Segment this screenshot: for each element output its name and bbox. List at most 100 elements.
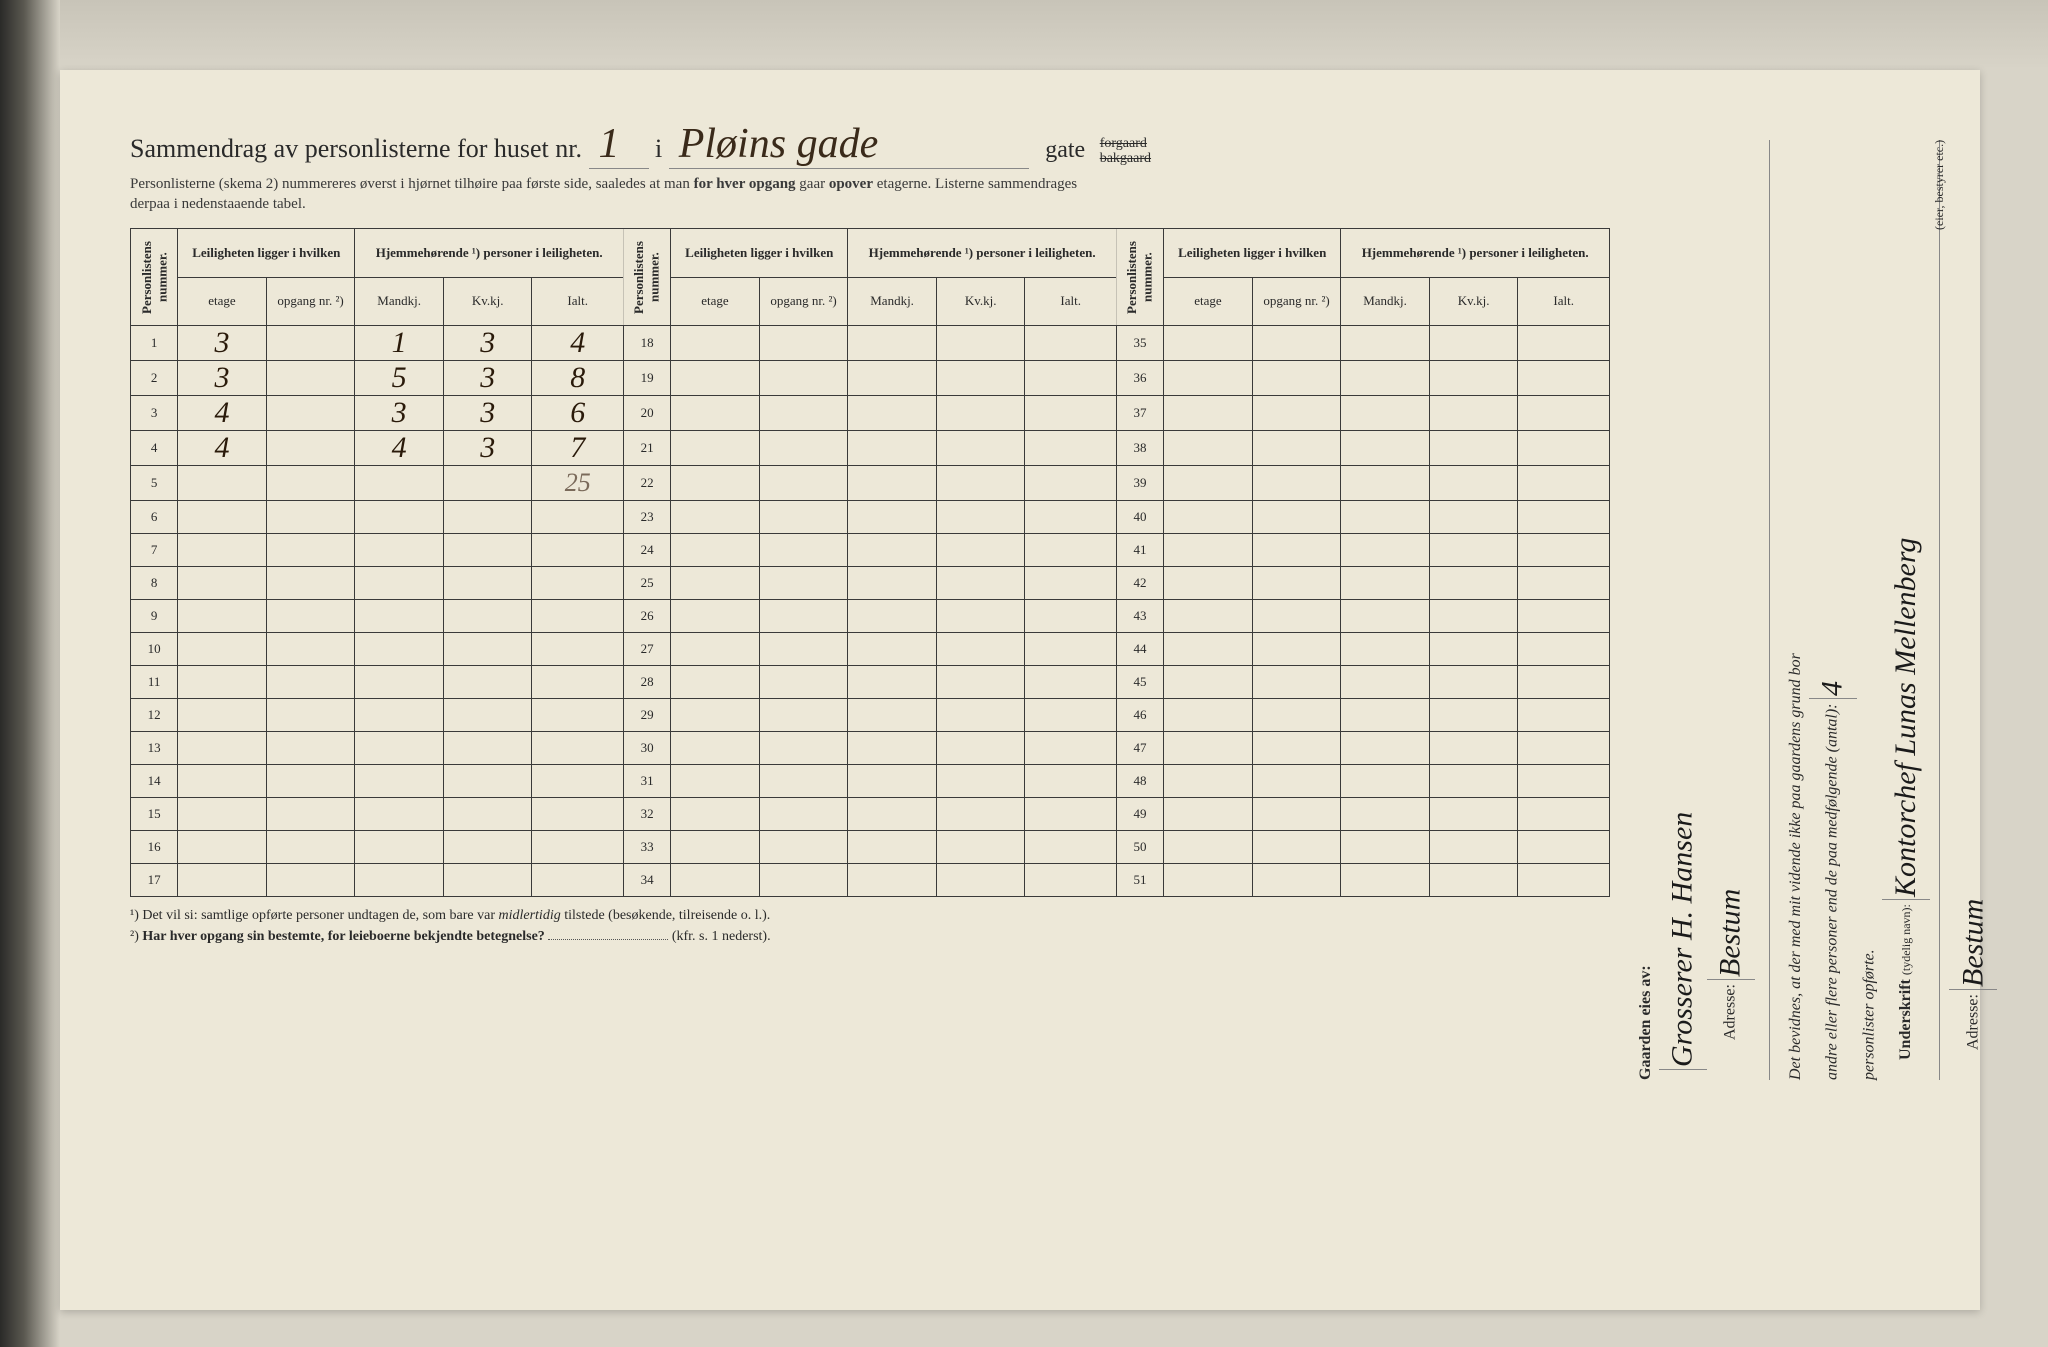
table-cell (848, 765, 937, 798)
table-cell (266, 600, 355, 633)
table-cell: 11 (131, 666, 178, 699)
table-cell: 3 (443, 396, 532, 431)
table-cell (848, 864, 937, 897)
table-cell (1429, 864, 1518, 897)
table-cell (1025, 326, 1117, 361)
col-hjemme-2: Hjemmehørende ¹) personer i leiligheten. (848, 229, 1117, 278)
table-cell (1025, 600, 1117, 633)
label-i: i (655, 134, 662, 163)
table-cell (936, 534, 1025, 567)
table-cell (532, 831, 624, 864)
table-cell (266, 466, 355, 501)
sub-ialt-3: Ialt. (1518, 277, 1610, 326)
table-cell (1164, 501, 1253, 534)
sub-ialt-1: Ialt. (532, 277, 624, 326)
table-cell (1341, 765, 1430, 798)
table-cell (1429, 567, 1518, 600)
table-cell (1164, 666, 1253, 699)
page-top-shadow (0, 0, 2048, 70)
table-cell (671, 864, 760, 897)
sub-opgang-3: opgang nr. ²) (1252, 277, 1341, 326)
table-cell: 7 (131, 534, 178, 567)
table-cell (1025, 864, 1117, 897)
table-cell: 1 (355, 326, 444, 361)
table-cell (1025, 466, 1117, 501)
table-cell (1025, 534, 1117, 567)
sign-role: (eier, bestyrer etc.) (1930, 140, 1949, 1060)
table-cell (1518, 466, 1610, 501)
table-cell (1025, 396, 1117, 431)
sub-mandkj-3: Mandkj. (1341, 277, 1430, 326)
table-cell (936, 567, 1025, 600)
table-cell (1429, 361, 1518, 396)
table-cell (1429, 326, 1518, 361)
table-cell (936, 633, 1025, 666)
table-cell (759, 361, 848, 396)
owner-name: Grosserer H. Hansen (1659, 812, 1707, 1070)
table-cell (1025, 732, 1117, 765)
table-cell (1341, 633, 1430, 666)
table-cell (532, 699, 624, 732)
table-cell: 4 (355, 431, 444, 466)
table-cell (532, 864, 624, 897)
table-cell (1025, 501, 1117, 534)
table-cell: 50 (1116, 831, 1163, 864)
table-cell (1252, 798, 1341, 831)
table-cell: 5 (131, 466, 178, 501)
table-cell (1518, 699, 1610, 732)
table-cell (1341, 798, 1430, 831)
table-cell (759, 666, 848, 699)
table-cell (671, 534, 760, 567)
footnotes: ¹) Det vil si: samtlige opførte personer… (130, 905, 1610, 947)
table-cell (443, 864, 532, 897)
table-cell (848, 798, 937, 831)
table-cell: 3 (443, 326, 532, 361)
table-cell (848, 699, 937, 732)
table-cell: 1 (131, 326, 178, 361)
table-cell: 43 (1116, 600, 1163, 633)
table-cell: 5 (355, 361, 444, 396)
table-cell (532, 600, 624, 633)
table-cell (1252, 666, 1341, 699)
table-cell (1341, 732, 1430, 765)
table-cell (671, 765, 760, 798)
table-cell (1025, 567, 1117, 600)
table-cell: 24 (623, 534, 670, 567)
table-cell (178, 633, 267, 666)
table-cell (355, 732, 444, 765)
table-cell (1429, 431, 1518, 466)
table-row: 153249 (131, 798, 1610, 831)
table-cell (1518, 396, 1610, 431)
table-cell (1164, 326, 1253, 361)
table-cell (1341, 326, 1430, 361)
table-cell (1429, 534, 1518, 567)
table-row: 173451 (131, 864, 1610, 897)
table-cell: 19 (623, 361, 670, 396)
table-cell: 8 (131, 567, 178, 600)
sub-etage-2: etage (671, 277, 760, 326)
table-cell (936, 600, 1025, 633)
table-cell (1518, 534, 1610, 567)
table-row: 82542 (131, 567, 1610, 600)
sub-etage-3: etage (1164, 277, 1253, 326)
table-row: 122946 (131, 699, 1610, 732)
table-cell (1164, 567, 1253, 600)
table-cell (671, 600, 760, 633)
table-cell (266, 567, 355, 600)
table-cell: 49 (1116, 798, 1163, 831)
table-cell (1341, 501, 1430, 534)
table-cell (759, 798, 848, 831)
book-binding (0, 0, 60, 1347)
table-cell (936, 326, 1025, 361)
table-cell (1025, 633, 1117, 666)
table-cell (1429, 732, 1518, 765)
table-cell: 7 (532, 431, 624, 466)
table-cell: 42 (1116, 567, 1163, 600)
table-cell: 34 (623, 864, 670, 897)
attestation-column: Det bevidnes, at der med mit vidende ikk… (1783, 140, 1940, 1080)
table-cell (1252, 600, 1341, 633)
sub-etage-1: etage (178, 277, 267, 326)
col-personlistens-3: Personlistens nummer. (1116, 229, 1163, 326)
table-cell (1164, 534, 1253, 567)
owner-column: Gaarden eies av: Grosserer H. Hansen Adr… (1633, 140, 1770, 1080)
